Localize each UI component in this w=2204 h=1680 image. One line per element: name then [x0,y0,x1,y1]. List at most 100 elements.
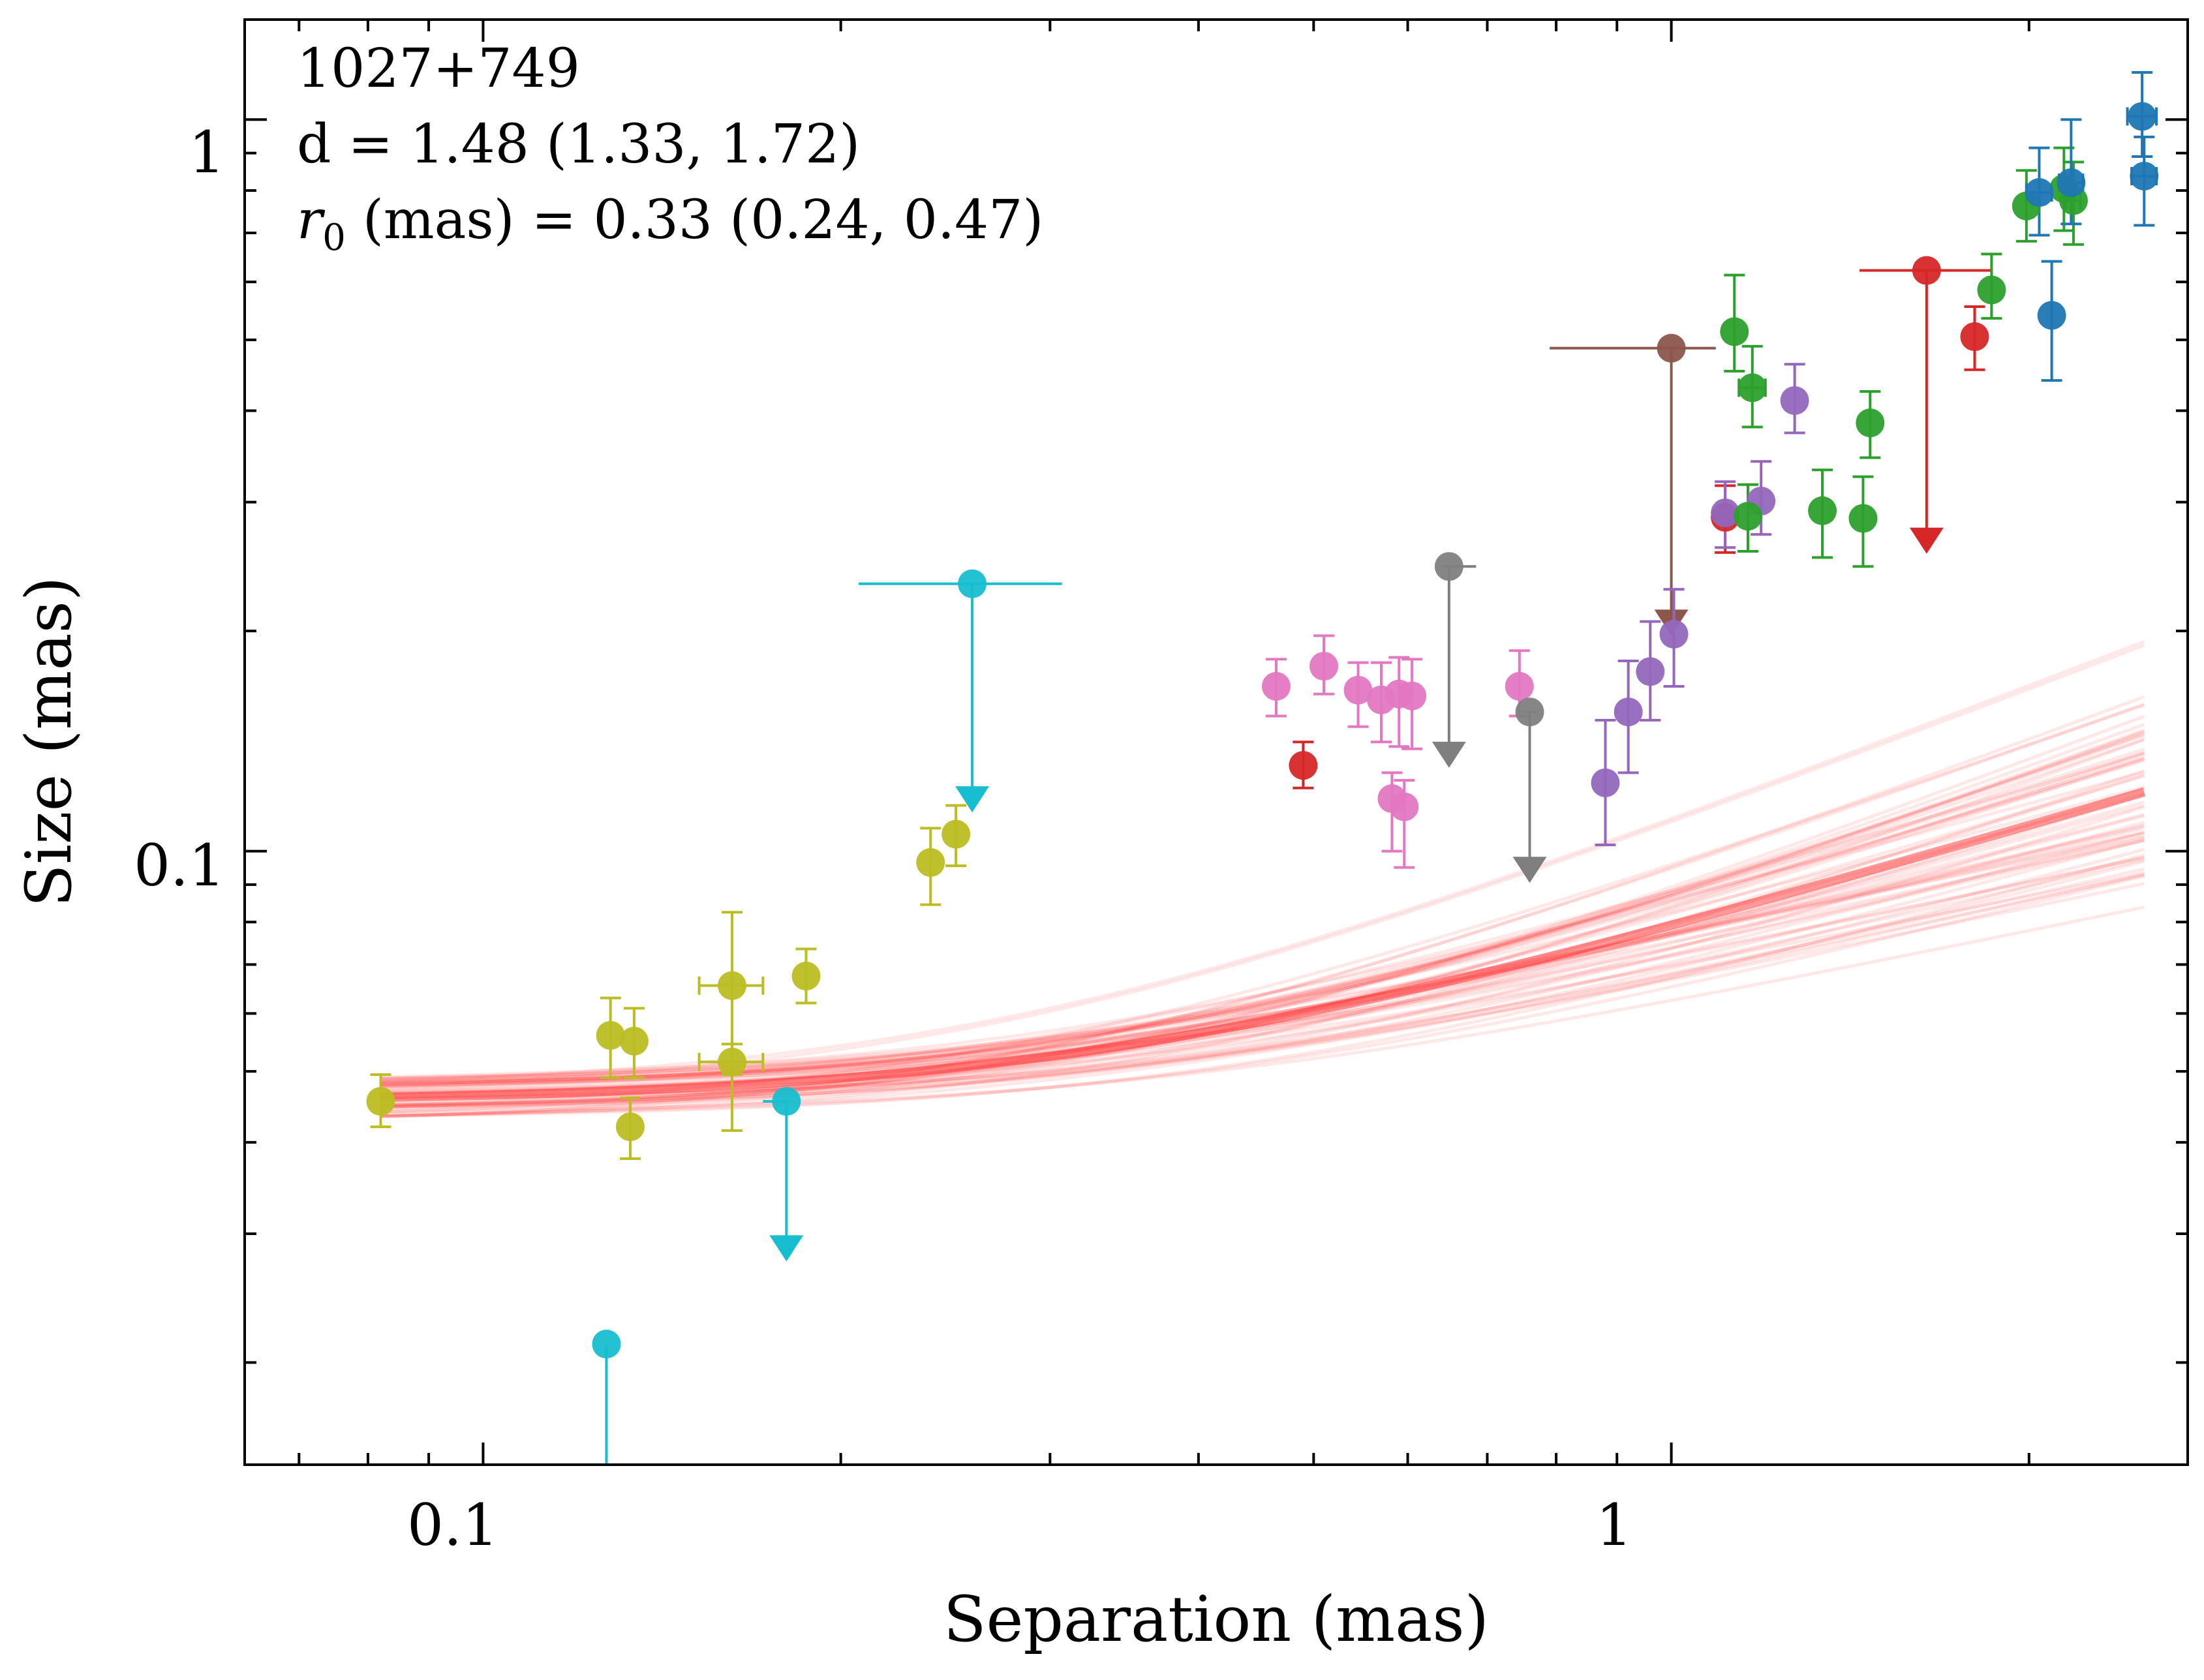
data-points [366,102,2159,1359]
r0-symbol: r [297,189,326,251]
fit-curve-sample [380,838,2145,1110]
fit-curve-sample [380,853,2145,1118]
fit-curve-sample [380,774,2145,1109]
data-point-grey [1434,552,1463,581]
x-tick-label-0.1: 0.1 [407,1491,498,1559]
fit-curve-sample [380,785,2145,1082]
fit-curve-sample [380,752,2145,1089]
data-point-purple [1636,657,1665,686]
data-point-blue [2130,161,2159,191]
data-point-cyan [958,569,987,598]
data-point-olive [717,971,746,1000]
fit-curve-sample [380,791,2145,1095]
fit-curve-sample [380,695,2145,1114]
fit-curve-sample [380,867,2145,1109]
data-point-blue [2037,301,2066,330]
x-tick-label-1: 1 [1596,1491,1632,1559]
fit-curve-sample [380,848,2145,1107]
data-point-green [1733,502,1762,531]
data-point-cyan [592,1330,621,1359]
fit-curve-sample [380,805,2145,1108]
data-point-olive [717,1047,746,1077]
fit-band [380,640,2146,1119]
data-point-green [1737,373,1767,403]
fit-curve-median [380,787,2146,1103]
data-point-red-limit [1912,256,1941,285]
error-bars [370,71,2158,1465]
fit-curve-sample [380,820,2145,1086]
y-tick-label-1: 1 [189,119,225,186]
fit-curve-sample [380,738,2145,1107]
upper-limit-arrow [1512,857,1547,883]
data-point-pink [1343,675,1373,705]
data-point-pink [1261,671,1291,701]
y-tick-label-0.1: 0.1 [134,832,225,899]
data-point-olive [916,848,945,877]
data-point-pink [1309,652,1339,681]
data-point-olive [619,1026,649,1056]
fit-curve-sample [380,737,2145,1086]
upper-limit-arrow [955,786,990,813]
fit-curve-sample [380,859,2145,1100]
data-point-blue [2057,168,2086,197]
fit-curve-sample [380,824,2145,1086]
fit-curve-sample [380,751,2145,1110]
y-axis-label: Size (mas) [12,577,85,908]
fit-curve-sample [380,769,2145,1118]
fit-curve-sample [380,643,2145,1088]
fit-curve-sample [380,838,2145,1088]
data-point-purple [1780,386,1809,415]
upper-limit-arrow [1431,741,1466,768]
data-point-blue [2025,178,2054,207]
fit-curve-sample [380,729,2145,1084]
x-axis-label: Separation (mas) [943,1583,1489,1656]
data-point-green [1856,408,1885,438]
fit-curve-sample [380,823,2145,1095]
fit-curve-sample [380,831,2145,1092]
fit-curve-sample [380,770,2145,1080]
data-point-brown [1657,333,1686,363]
fit-curve-sample [380,773,2145,1101]
fit-curve-sample [380,831,2145,1107]
fit-curve-sample [380,804,2145,1108]
fit-curve-sample [380,800,2145,1095]
upper-limit-arrow [1909,527,1944,554]
fit-curve-sample [380,873,2145,1101]
fit-curve-sample [380,855,2145,1093]
fit-curve-sample [380,871,2145,1093]
fit-curve-sample [380,905,2145,1114]
fit-curve-sample [380,835,2145,1099]
data-point-olive [615,1112,645,1142]
data-point-pink [1398,681,1427,710]
fit-curve-sample [380,881,2145,1118]
fit-curve-sample [380,640,2145,1084]
data-point-olive [596,1020,625,1050]
data-point-pink [1390,792,1419,821]
fit-curve-sample [380,813,2145,1099]
data-point-cyan [772,1087,801,1116]
data-point-olive [791,962,821,991]
fit-curve-sample [380,702,2145,1119]
fit-curve-sample [380,733,2145,1084]
fit-curve-sample [380,703,2145,1108]
annotation-r0: r0 (mas) = 0.33 (0.24, 0.47) [297,189,1043,259]
data-point-grey [1515,697,1544,727]
data-point-crimson [1960,322,1989,352]
upper-limit-arrow [769,1235,804,1262]
data-point-purple [1659,619,1689,649]
fit-curve-sample [380,874,2145,1116]
data-point-blue [2128,102,2157,131]
data-point-purple [1591,768,1620,797]
fit-curve-sample [380,714,2145,1108]
fit-curve-sample [380,814,2145,1084]
r0-value: (mas) = 0.33 (0.24, 0.47) [346,189,1044,251]
fit-curve-sample [380,731,2145,1097]
data-point-olive [941,819,971,849]
data-point-olive [366,1087,395,1116]
data-point-green [1808,496,1837,525]
annotation-source: 1027+749 [297,38,580,100]
fit-curve-sample [380,827,2145,1083]
fit-curve-sample [380,831,2145,1082]
data-point-green [1848,504,1878,533]
